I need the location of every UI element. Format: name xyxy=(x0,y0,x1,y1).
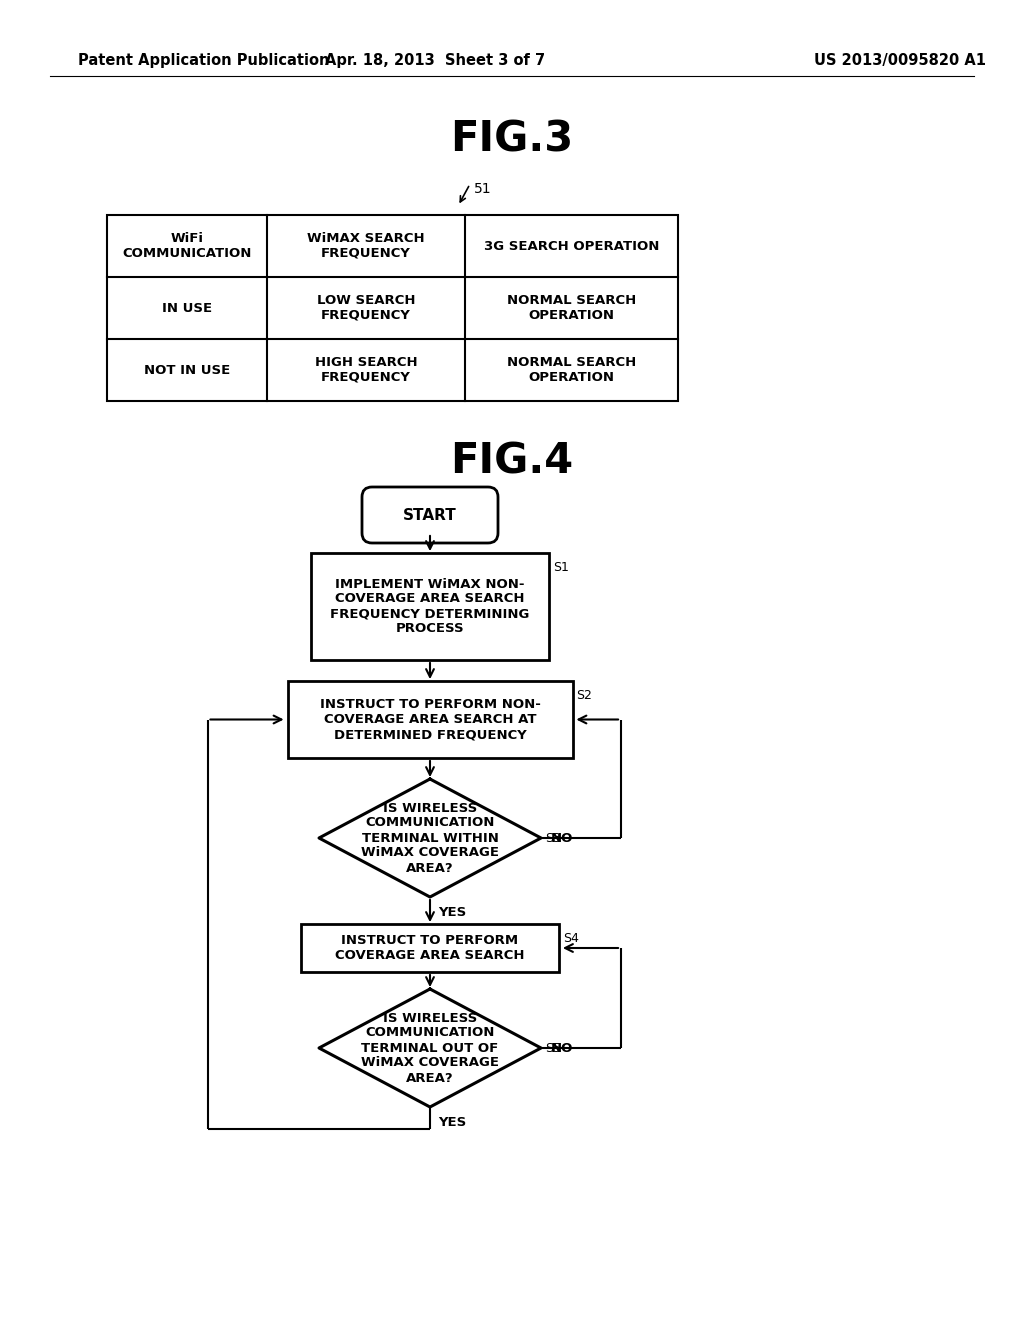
Text: NO: NO xyxy=(551,1041,573,1055)
Text: Apr. 18, 2013  Sheet 3 of 7: Apr. 18, 2013 Sheet 3 of 7 xyxy=(325,53,545,67)
Bar xyxy=(106,215,678,401)
Text: WiFi
COMMUNICATION: WiFi COMMUNICATION xyxy=(122,232,252,260)
Text: INSTRUCT TO PERFORM
COVERAGE AREA SEARCH: INSTRUCT TO PERFORM COVERAGE AREA SEARCH xyxy=(335,935,524,962)
Text: IMPLEMENT WiMAX NON-
COVERAGE AREA SEARCH
FREQUENCY DETERMINING
PROCESS: IMPLEMENT WiMAX NON- COVERAGE AREA SEARC… xyxy=(331,578,529,635)
Text: LOW SEARCH
FREQUENCY: LOW SEARCH FREQUENCY xyxy=(316,294,416,322)
Text: 51: 51 xyxy=(474,182,492,195)
Text: NO: NO xyxy=(551,832,573,845)
Text: Patent Application Publication: Patent Application Publication xyxy=(78,53,330,67)
Text: YES: YES xyxy=(438,907,466,920)
FancyBboxPatch shape xyxy=(362,487,498,543)
Text: IS WIRELESS
COMMUNICATION
TERMINAL OUT OF
WiMAX COVERAGE
AREA?: IS WIRELESS COMMUNICATION TERMINAL OUT O… xyxy=(361,1011,499,1085)
Text: S1: S1 xyxy=(553,561,569,574)
Text: US 2013/0095820 A1: US 2013/0095820 A1 xyxy=(814,53,986,67)
Text: IN USE: IN USE xyxy=(162,301,212,314)
Text: WiMAX SEARCH
FREQUENCY: WiMAX SEARCH FREQUENCY xyxy=(307,232,425,260)
Text: S4: S4 xyxy=(563,932,579,945)
Text: NOT IN USE: NOT IN USE xyxy=(144,363,230,376)
Text: 3G SEARCH OPERATION: 3G SEARCH OPERATION xyxy=(483,239,659,252)
Text: YES: YES xyxy=(438,1117,466,1130)
Text: FIG.4: FIG.4 xyxy=(451,441,573,483)
Bar xyxy=(311,553,549,660)
Bar xyxy=(301,924,559,972)
Text: INSTRUCT TO PERFORM NON-
COVERAGE AREA SEARCH AT
DETERMINED FREQUENCY: INSTRUCT TO PERFORM NON- COVERAGE AREA S… xyxy=(319,698,541,741)
Text: IS WIRELESS
COMMUNICATION
TERMINAL WITHIN
WiMAX COVERAGE
AREA?: IS WIRELESS COMMUNICATION TERMINAL WITHI… xyxy=(361,801,499,874)
Text: HIGH SEARCH
FREQUENCY: HIGH SEARCH FREQUENCY xyxy=(314,356,418,384)
Text: START: START xyxy=(403,507,457,523)
Text: S2: S2 xyxy=(577,689,592,702)
Text: NORMAL SEARCH
OPERATION: NORMAL SEARCH OPERATION xyxy=(507,356,636,384)
Polygon shape xyxy=(319,779,541,898)
Text: FIG.3: FIG.3 xyxy=(451,119,573,161)
Text: NORMAL SEARCH
OPERATION: NORMAL SEARCH OPERATION xyxy=(507,294,636,322)
Text: S3: S3 xyxy=(545,832,561,845)
Polygon shape xyxy=(319,989,541,1107)
Text: S5: S5 xyxy=(545,1041,561,1055)
Bar xyxy=(288,681,572,758)
